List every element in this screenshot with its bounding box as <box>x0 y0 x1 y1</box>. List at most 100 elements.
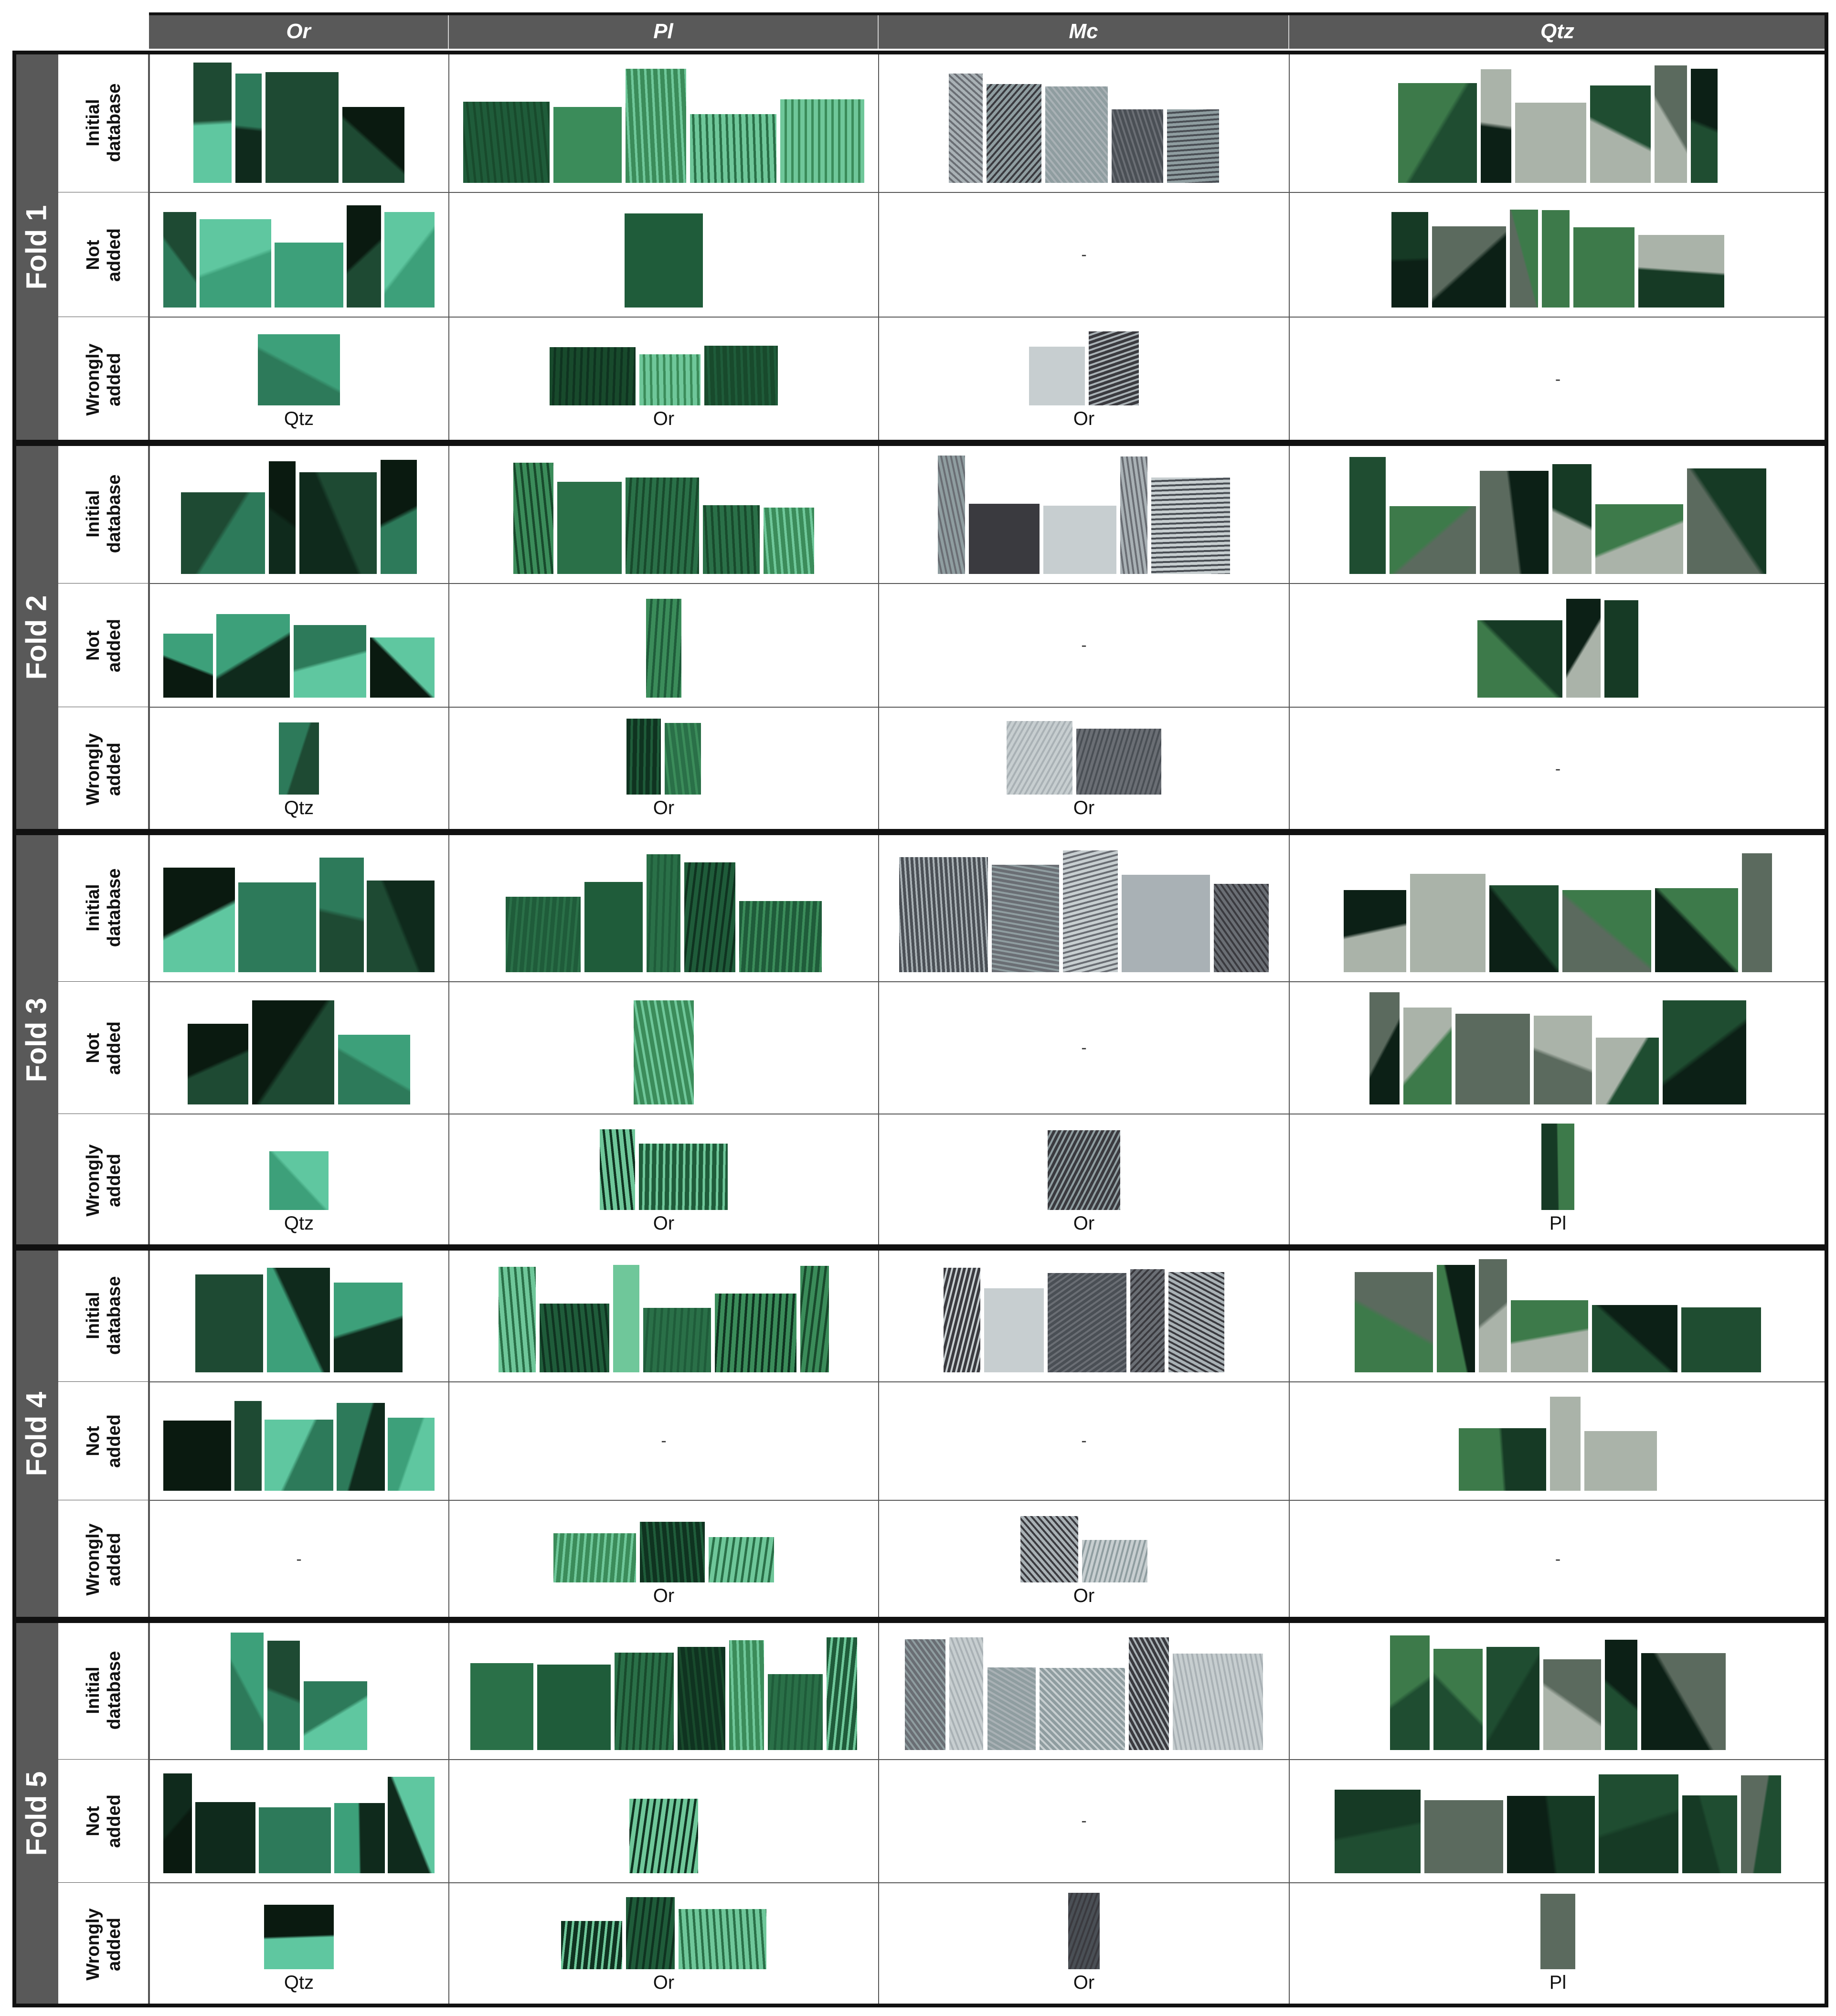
thin-section-image <box>639 354 700 405</box>
thin-section-image <box>553 106 622 183</box>
fold-label-text: Fold 4 <box>20 1391 53 1476</box>
thin-section-image <box>336 1403 385 1491</box>
fold-label-2: Fold 2 <box>14 444 58 831</box>
thin-section-image <box>269 1151 329 1210</box>
thin-section-image <box>163 633 213 698</box>
thin-section-image <box>1062 850 1118 972</box>
predicted-class-label: Or <box>1073 1972 1095 1993</box>
thin-section-image <box>1020 1516 1079 1582</box>
column-divider <box>1289 1249 1290 1619</box>
row-label-initial: Initial database <box>58 1621 149 1760</box>
thin-section-image <box>342 107 404 183</box>
predicted-class-label: Or <box>653 797 675 818</box>
row-label-text: Wrongly added <box>83 343 124 416</box>
thin-section-image <box>557 482 622 574</box>
thin-section-image <box>984 1288 1044 1372</box>
fold-label-4: Fold 4 <box>14 1249 58 1619</box>
thin-section-image <box>367 881 435 972</box>
row-label-text: Initial database <box>83 868 124 947</box>
thin-section-image <box>1047 1130 1121 1210</box>
thin-section-image <box>1590 85 1651 183</box>
column-header-pl: Pl <box>449 14 879 49</box>
row-label-not-added: Not added <box>58 1760 149 1883</box>
thin-section-image <box>1029 347 1085 405</box>
thin-section-image <box>498 1266 536 1372</box>
thin-section-image <box>677 1646 726 1750</box>
header-frame <box>1825 12 1828 51</box>
thin-section-image <box>1552 464 1592 574</box>
thin-section-image <box>1076 729 1161 795</box>
column-divider <box>878 833 879 1246</box>
thin-section-image <box>304 1681 368 1750</box>
fold-frame <box>12 1619 16 2007</box>
thin-section-image <box>1540 1894 1576 1969</box>
row-label-wrongly: Wrongly added <box>58 1883 149 2005</box>
thin-section-image <box>625 69 687 183</box>
thin-section-image <box>1655 888 1738 972</box>
thin-section-image <box>267 1641 300 1750</box>
thin-section-image <box>665 722 701 795</box>
thin-section-image <box>384 212 435 308</box>
thin-section-image <box>1455 1013 1530 1104</box>
thin-section-image <box>1550 1397 1581 1491</box>
row-label-wrongly: Wrongly added <box>58 317 149 442</box>
thin-section-image <box>624 213 703 308</box>
row-divider <box>58 1381 1826 1382</box>
thin-section-image <box>388 1777 435 1873</box>
row-divider <box>58 707 1826 708</box>
predicted-class-label: Or <box>1073 1585 1095 1606</box>
thin-section-image <box>992 864 1059 972</box>
fold-label-3: Fold 3 <box>14 833 58 1246</box>
predicted-class-label: Or <box>653 1213 675 1234</box>
thin-section-image <box>709 1537 774 1582</box>
thin-section-image <box>1398 83 1477 183</box>
thin-section-image <box>1682 1795 1737 1873</box>
thin-section-image <box>539 1303 610 1372</box>
fold-frame <box>12 51 16 444</box>
row-label-text: Not added <box>83 228 124 282</box>
thin-section-image <box>549 347 636 405</box>
row-label-text: Wrongly added <box>83 1144 124 1217</box>
thin-section-image <box>1654 65 1687 183</box>
thin-section-image <box>265 72 339 183</box>
thin-section-image <box>216 614 290 698</box>
thin-section-image <box>1048 1273 1127 1372</box>
fold-frame <box>1825 831 1828 1248</box>
row-label-text: Initial database <box>83 83 124 162</box>
fold-frame <box>14 440 1828 444</box>
thin-section-image <box>470 1663 534 1750</box>
thin-section-image <box>1390 1635 1430 1750</box>
thin-section-image <box>1605 1640 1637 1750</box>
thin-section-image <box>1129 1637 1169 1750</box>
thin-section-image <box>626 477 700 574</box>
thin-section-image <box>1369 992 1400 1104</box>
thin-section-image <box>640 1522 705 1582</box>
predicted-class-label: Qtz <box>284 1972 314 1993</box>
thin-section-image <box>1349 456 1386 574</box>
thin-section-image <box>1598 1774 1679 1873</box>
empty-mark: - <box>1081 245 1087 264</box>
column-divider <box>448 1621 449 2005</box>
thin-section-image <box>1082 1540 1148 1582</box>
thin-section-image <box>1477 620 1562 698</box>
thin-section-image <box>265 1419 334 1491</box>
column-divider <box>448 53 449 442</box>
thin-section-image <box>634 1000 694 1104</box>
thin-section-image <box>1335 1790 1421 1873</box>
thin-section-image <box>1043 506 1116 574</box>
thin-section-image <box>1403 1007 1452 1104</box>
column-divider <box>878 1249 879 1619</box>
row-label-text: Initial database <box>83 1651 124 1730</box>
predicted-class-label: Or <box>1073 408 1095 429</box>
thin-section-image <box>1007 721 1072 795</box>
thin-section-image <box>1167 109 1220 183</box>
thin-section-image <box>200 219 272 308</box>
thin-section-image <box>678 1909 766 1969</box>
thin-section-image <box>1638 235 1724 308</box>
fold-label-5: Fold 5 <box>14 1621 58 2005</box>
fold-frame <box>14 1247 1828 1251</box>
thin-section-image <box>234 1401 262 1491</box>
fold-label-text: Fold 2 <box>20 595 53 680</box>
thin-section-image <box>643 1307 711 1372</box>
thin-section-image <box>1573 227 1635 308</box>
